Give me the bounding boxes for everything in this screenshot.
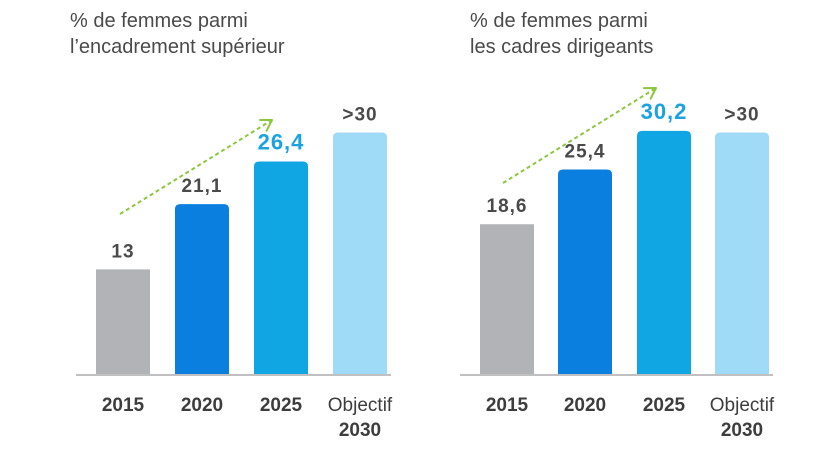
bar — [480, 224, 534, 374]
x-tick-label: 2015 — [102, 395, 145, 416]
bar — [254, 161, 308, 374]
chart-panel-right: % de femmes parmi les cadres dirigeants … — [408, 0, 816, 456]
x-tick-label: Objectif — [710, 395, 775, 416]
x-tick-label: Objectif — [328, 395, 393, 416]
bar-chart-right: 18,6 2015 25,4 2020 30,2 2025 >30 Objectif 2030 — [460, 87, 775, 441]
bar — [96, 269, 150, 374]
data-label: >30 — [724, 104, 759, 125]
data-label: 18,6 — [487, 196, 528, 217]
bar — [333, 132, 387, 374]
trend-arrow-line — [502, 87, 657, 184]
chart-panel-left: % de femmes parmi l’encadrement supérieu… — [70, 8, 393, 441]
bar — [637, 130, 691, 374]
data-label: 30,2 — [641, 99, 688, 124]
chart-title-line-2: l’encadrement supérieur — [70, 36, 285, 58]
trend-arrow-line — [119, 119, 273, 215]
trend-arrow-head — [259, 119, 273, 132]
data-label: 13 — [111, 241, 134, 262]
x-tick-label: 2030 — [339, 420, 381, 441]
chart-title-line-1: % de femmes parmi — [470, 10, 648, 32]
data-label: 21,1 — [182, 176, 223, 197]
data-label: >30 — [342, 104, 377, 125]
chart-title: % de femmes parmi l’encadrement supérieu… — [70, 8, 285, 60]
chart-title: % de femmes parmi les cadres dirigeants — [470, 8, 653, 60]
x-tick-label: 2030 — [721, 420, 763, 441]
data-label: 25,4 — [565, 141, 606, 162]
bar — [175, 204, 229, 374]
x-tick-label: 2020 — [564, 395, 606, 416]
trend-arrow-head — [643, 87, 657, 100]
bar — [715, 132, 769, 374]
x-tick-label: 2025 — [643, 395, 686, 416]
chart-title-line-2: les cadres dirigeants — [470, 36, 654, 58]
x-tick-label: 2015 — [486, 395, 529, 416]
bar — [558, 169, 612, 374]
x-tick-label: 2025 — [260, 395, 303, 416]
chart-title-line-1: % de femmes parmi — [70, 10, 248, 32]
bar-chart-left: 13 2015 21,1 2020 26,4 2025 >30 Objectif 2030 — [76, 104, 393, 441]
x-tick-label: 2020 — [181, 395, 223, 416]
data-label: 26,4 — [258, 129, 305, 154]
